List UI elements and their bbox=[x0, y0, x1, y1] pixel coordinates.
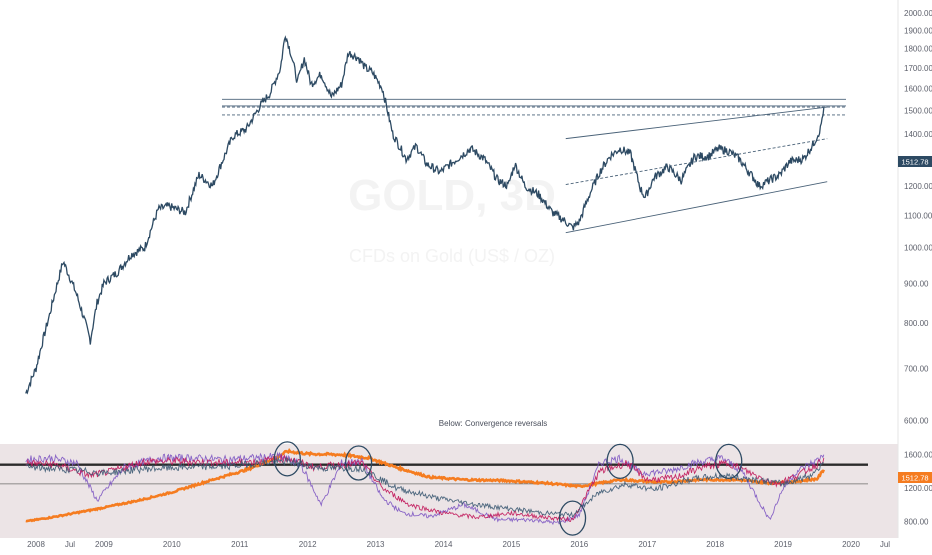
time-tick-label: 2012 bbox=[299, 540, 317, 549]
price-channel bbox=[565, 106, 828, 234]
time-tick-label: 2020 bbox=[842, 540, 860, 549]
time-tick-label: 2009 bbox=[95, 540, 113, 549]
time-tick-label: 2014 bbox=[435, 540, 453, 549]
time-tick-label: Jul bbox=[65, 540, 75, 549]
price-tick-label: 600.00 bbox=[904, 417, 929, 426]
price-tick-label: 1600.00 bbox=[904, 85, 932, 94]
price-tick-label: 1800.00 bbox=[904, 45, 932, 54]
lower-series-line bbox=[25, 453, 825, 523]
price-tick-label: 700.00 bbox=[904, 364, 929, 373]
lower-series-line bbox=[25, 451, 825, 526]
lower-last-label: 1512.78 bbox=[901, 474, 928, 483]
time-tick-label: 2018 bbox=[706, 540, 724, 549]
reversal-circle bbox=[558, 500, 587, 536]
lower-last-bg bbox=[898, 472, 932, 483]
time-tick-label: 2019 bbox=[774, 540, 792, 549]
reversal-circle bbox=[715, 443, 743, 480]
last-price-bg bbox=[898, 156, 932, 167]
price-tick-label: 1000.00 bbox=[904, 244, 932, 253]
lower-tick-label: 800.00 bbox=[904, 517, 929, 526]
horizontal-levels bbox=[222, 98, 846, 116]
price-tick-label: 1100.00 bbox=[904, 211, 932, 220]
last-price-label: 1512.78 bbox=[901, 158, 928, 167]
time-tick-label: 2013 bbox=[367, 540, 385, 549]
lower-last-tag: 1512.78 bbox=[898, 472, 932, 483]
price-series bbox=[25, 35, 825, 395]
lower-series-line bbox=[25, 456, 824, 518]
reversal-circles bbox=[273, 441, 743, 536]
channel-mid-line bbox=[565, 138, 828, 185]
lower-tick-label: 1600.00 bbox=[904, 451, 932, 460]
price-tick-label: 800.00 bbox=[904, 319, 929, 328]
reversal-circle bbox=[344, 445, 373, 481]
lower-indicator-pane bbox=[0, 448, 868, 526]
channel-upper-line bbox=[565, 106, 828, 140]
last-price-tag: 1512.78 bbox=[898, 156, 932, 167]
lower-series-line bbox=[25, 448, 825, 523]
time-tick-label: 2011 bbox=[231, 540, 249, 549]
price-tick-label: 1700.00 bbox=[904, 64, 932, 73]
time-tick-label: 2010 bbox=[163, 540, 181, 549]
annotation-text: Below: Convergence reversals bbox=[439, 419, 548, 428]
price-tick-label: 1200.00 bbox=[904, 182, 932, 191]
price-tick-label: 2000.00 bbox=[904, 9, 932, 18]
channel-lower-line bbox=[565, 181, 828, 234]
price-tick-label: 1900.00 bbox=[904, 26, 932, 35]
watermark: GOLD, 3D CFDs on Gold (US$ / OZ) bbox=[348, 171, 556, 266]
time-tick-label: 2008 bbox=[27, 540, 45, 549]
time-tick-label: Jul bbox=[880, 540, 890, 549]
time-tick-label: 2016 bbox=[570, 540, 588, 549]
lower-tick-label: 1200.00 bbox=[904, 484, 932, 493]
lower-pane-background bbox=[0, 444, 898, 538]
reversal-circle bbox=[273, 441, 301, 477]
price-tick-label: 1400.00 bbox=[904, 130, 932, 139]
watermark-symbol: GOLD, 3D bbox=[348, 171, 556, 220]
lower-price-axis[interactable]: 1600.00 1200.00 800.00 bbox=[904, 451, 932, 527]
time-tick-label: 2017 bbox=[638, 540, 656, 549]
price-tick-label: 1500.00 bbox=[904, 106, 932, 115]
time-axis[interactable]: 2008 Jul 2009 2010 2011 2012 2013 2014 2015 2016 2… bbox=[27, 540, 890, 549]
watermark-name: CFDs on Gold (US$ / OZ) bbox=[349, 246, 555, 266]
time-tick-label: 2015 bbox=[503, 540, 521, 549]
price-line bbox=[25, 35, 825, 395]
price-tick-label: 900.00 bbox=[904, 279, 929, 288]
reversal-circle bbox=[606, 443, 634, 480]
